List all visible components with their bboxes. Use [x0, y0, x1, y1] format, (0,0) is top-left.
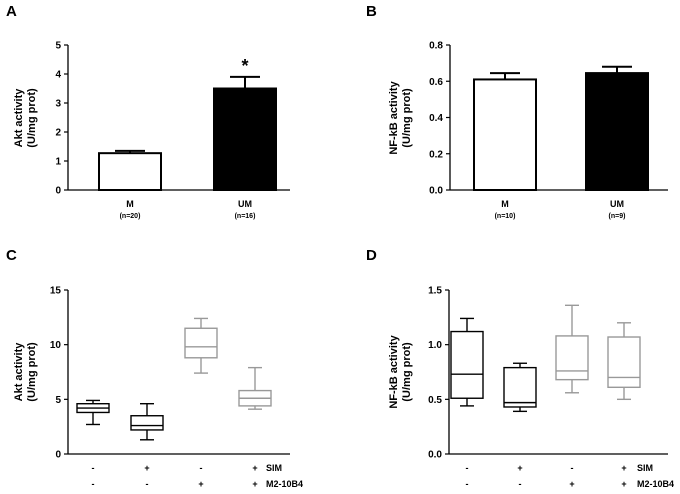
y-tick-label: 4 [55, 70, 61, 81]
x-category-label: UM [238, 199, 252, 209]
y-tick-label: 0 [55, 450, 61, 461]
y-axis-label: NF-kB activity (U/mg prot) [388, 80, 413, 154]
box-iqr [555, 335, 589, 381]
sim-sign: + [517, 463, 522, 473]
m2-sign: - [466, 479, 469, 489]
m2-sign: + [198, 479, 203, 489]
y-axis-label-line1: Akt activity [13, 342, 25, 402]
sample-size-label: (n=16) [235, 213, 256, 220]
y-tick-label: 0 [55, 186, 61, 197]
y-tick-label: 0.5 [428, 395, 442, 406]
bar-m [98, 152, 162, 191]
y-tick-label: 1.5 [428, 286, 442, 297]
m2-sign: + [621, 479, 626, 489]
bar-um [213, 87, 277, 191]
y-axis-label-line1: NF-kB activity [388, 334, 400, 408]
sim-sign: - [92, 463, 95, 473]
y-axis-label-line1: Akt activity [13, 88, 25, 148]
y-axis-label: Akt activity (U/mg prot) [13, 342, 38, 402]
panel-c: C 0 5 10 15 Akt activity (U/mg prot) - - + - - + + + SI… [6, 247, 303, 489]
panel-label: A [6, 3, 17, 20]
y-tick-label: 5 [55, 41, 61, 52]
y-tick-label: 3 [55, 99, 61, 110]
y-tick-label: 0.4 [429, 113, 443, 124]
y-tick-label: 10 [50, 340, 62, 351]
box-iqr [184, 327, 218, 359]
sim-sign: - [466, 463, 469, 473]
y-tick-label: 2 [55, 128, 61, 139]
m2-sign: - [146, 479, 149, 489]
y-axis-label-line2: (U/mg prot) [26, 88, 38, 148]
panel-b: B 0.0 0.2 0.4 0.6 0.8 NF-kB activity (U/mg prot… [366, 3, 668, 220]
m2-sign: - [92, 479, 95, 489]
panel-label: D [366, 247, 377, 264]
row-label-sim: SIM [637, 463, 653, 473]
y-axis-label-line2: (U/mg prot) [26, 342, 38, 402]
sim-sign: + [252, 463, 257, 473]
y-tick-label: 0.0 [428, 450, 442, 461]
y-axis-label-line2: (U/mg prot) [401, 88, 413, 148]
y-tick-label: 5 [55, 395, 61, 406]
y-tick-label: 15 [50, 286, 62, 297]
box-iqr [450, 330, 484, 399]
panel-label: C [6, 247, 17, 264]
panel-a: A 0 1 2 3 4 5 Akt activity (U/mg prot) M (n=20) UM (… [6, 3, 290, 220]
y-tick-label: 0.0 [429, 186, 443, 197]
row-label-m2-10b4: M2-10B4 [266, 479, 303, 489]
box-iqr [607, 336, 641, 389]
x-category-label: M [126, 199, 134, 209]
sim-sign: - [571, 463, 574, 473]
y-tick-label: 0.2 [429, 149, 443, 160]
significance-star: * [241, 56, 248, 76]
sample-size-label: (n=10) [495, 213, 516, 220]
panel-label: B [366, 3, 377, 20]
box-iqr [503, 366, 537, 408]
y-axis-label: NF-kB activity (U/mg prot) [388, 334, 413, 408]
x-category-label: UM [610, 199, 624, 209]
sim-sign: + [144, 463, 149, 473]
box-iqr [130, 415, 164, 431]
bar-um [585, 72, 649, 191]
y-tick-label: 0.8 [429, 41, 443, 52]
x-category-label: M [501, 199, 509, 209]
m2-sign: + [569, 479, 574, 489]
row-label-sim: SIM [266, 463, 282, 473]
sample-size-label: (n=9) [609, 213, 626, 220]
sim-sign: + [621, 463, 626, 473]
y-axis-label: Akt activity (U/mg prot) [13, 88, 38, 148]
bar-m [473, 78, 537, 191]
sim-sign: - [200, 463, 203, 473]
y-axis-label-line2: (U/mg prot) [401, 342, 413, 402]
row-label-m2-10b4: M2-10B4 [637, 479, 674, 489]
y-tick-label: 1.0 [428, 340, 442, 351]
panel-d: D 0.0 0.5 1.0 1.5 NF-kB activity (U/mg prot) - -… [366, 247, 674, 489]
sample-size-label: (n=20) [120, 213, 141, 220]
m2-sign: - [519, 479, 522, 489]
y-axis-label-line1: NF-kB activity [388, 80, 400, 154]
m2-sign: + [252, 479, 257, 489]
y-tick-label: 1 [55, 157, 61, 168]
y-tick-label: 0.6 [429, 77, 443, 88]
